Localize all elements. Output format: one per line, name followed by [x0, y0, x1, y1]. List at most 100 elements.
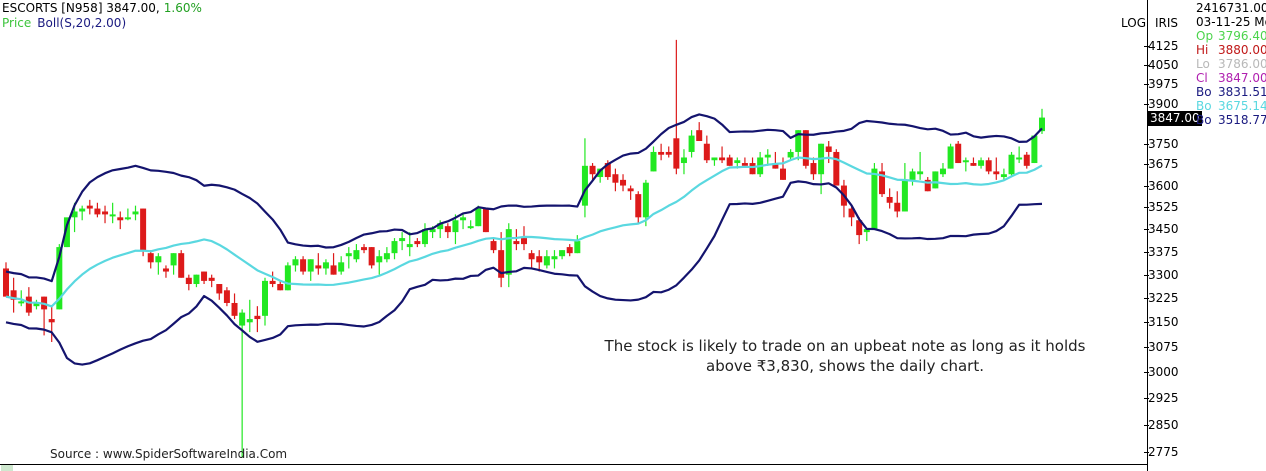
candle[interactable]: [391, 241, 398, 254]
candle[interactable]: [307, 259, 314, 272]
candle[interactable]: [521, 238, 527, 245]
candle[interactable]: [810, 163, 817, 175]
candle[interactable]: [696, 130, 703, 142]
candle[interactable]: [490, 241, 497, 251]
candle[interactable]: [680, 157, 687, 164]
candle[interactable]: [993, 171, 1000, 175]
candle[interactable]: [269, 280, 276, 285]
candle[interactable]: [162, 268, 169, 272]
candle[interactable]: [292, 259, 299, 266]
candle[interactable]: [787, 151, 794, 158]
candle[interactable]: [574, 241, 581, 254]
candle[interactable]: [254, 315, 261, 320]
candle[interactable]: [1008, 154, 1015, 175]
candle[interactable]: [932, 171, 939, 189]
candle[interactable]: [178, 253, 185, 278]
candle[interactable]: [498, 250, 505, 278]
log-scale-toggle[interactable]: LOG: [1121, 16, 1147, 30]
candle[interactable]: [132, 211, 139, 215]
candle[interactable]: [1016, 157, 1023, 160]
candle[interactable]: [482, 208, 489, 233]
candle[interactable]: [170, 253, 177, 266]
candle[interactable]: [284, 265, 291, 291]
candle[interactable]: [719, 157, 726, 161]
candle[interactable]: [627, 188, 634, 192]
candle[interactable]: [86, 205, 93, 209]
candle[interactable]: [63, 217, 70, 248]
candle[interactable]: [1000, 174, 1007, 178]
candle[interactable]: [399, 238, 406, 242]
candle[interactable]: [147, 253, 154, 263]
candle[interactable]: [239, 312, 246, 326]
candle[interactable]: [223, 290, 230, 303]
candle[interactable]: [414, 241, 421, 245]
candle[interactable]: [962, 160, 969, 163]
candlestick-plot[interactable]: [0, 0, 1147, 464]
candle[interactable]: [353, 250, 360, 260]
candle[interactable]: [56, 247, 63, 310]
candle[interactable]: [71, 211, 78, 218]
candle[interactable]: [25, 296, 32, 313]
candle[interactable]: [361, 247, 368, 251]
candle[interactable]: [3, 268, 9, 297]
candle[interactable]: [581, 165, 588, 206]
candle[interactable]: [231, 302, 238, 316]
candle[interactable]: [18, 301, 25, 304]
candle[interactable]: [201, 271, 208, 281]
candle[interactable]: [246, 319, 253, 323]
candle[interactable]: [528, 253, 535, 260]
candle[interactable]: [978, 160, 985, 166]
candle[interactable]: [208, 277, 215, 281]
candle[interactable]: [300, 259, 307, 272]
candle[interactable]: [749, 163, 756, 175]
candle[interactable]: [406, 244, 413, 248]
candle[interactable]: [437, 223, 444, 230]
candle[interactable]: [939, 168, 946, 175]
candle[interactable]: [124, 217, 131, 220]
candle[interactable]: [109, 214, 116, 217]
candle[interactable]: [597, 168, 604, 178]
candle[interactable]: [452, 220, 459, 233]
candle[interactable]: [376, 256, 383, 263]
candle[interactable]: [901, 179, 908, 212]
candle[interactable]: [665, 151, 672, 155]
candle[interactable]: [513, 241, 520, 245]
candle[interactable]: [711, 157, 718, 161]
candle[interactable]: [955, 143, 962, 164]
candle[interactable]: [863, 229, 870, 233]
candle[interactable]: [848, 208, 855, 218]
candle[interactable]: [277, 284, 284, 291]
candle[interactable]: [444, 226, 451, 233]
candle[interactable]: [772, 163, 779, 169]
candle[interactable]: [726, 157, 733, 166]
candle[interactable]: [330, 265, 337, 275]
candle[interactable]: [688, 135, 695, 152]
candle[interactable]: [322, 262, 329, 269]
candle[interactable]: [467, 226, 474, 229]
candle[interactable]: [734, 160, 741, 164]
candle[interactable]: [368, 247, 375, 266]
candle[interactable]: [94, 208, 101, 215]
candle[interactable]: [589, 165, 596, 175]
candle[interactable]: [604, 163, 611, 178]
candle[interactable]: [970, 163, 977, 166]
candle[interactable]: [193, 274, 200, 285]
candle[interactable]: [917, 171, 924, 175]
candle[interactable]: [894, 202, 901, 212]
candle[interactable]: [117, 217, 124, 221]
candle[interactable]: [460, 217, 467, 221]
candle[interactable]: [345, 253, 352, 257]
candle[interactable]: [612, 174, 619, 183]
candle[interactable]: [559, 250, 566, 257]
candle[interactable]: [947, 146, 954, 169]
candle[interactable]: [429, 229, 436, 233]
candle[interactable]: [650, 151, 657, 172]
candle[interactable]: [48, 319, 55, 323]
candle[interactable]: [795, 130, 802, 152]
candle[interactable]: [833, 151, 840, 186]
candle[interactable]: [780, 168, 786, 180]
candle[interactable]: [383, 253, 390, 260]
candle[interactable]: [703, 143, 710, 161]
candle[interactable]: [879, 171, 886, 195]
candle[interactable]: [536, 256, 543, 263]
